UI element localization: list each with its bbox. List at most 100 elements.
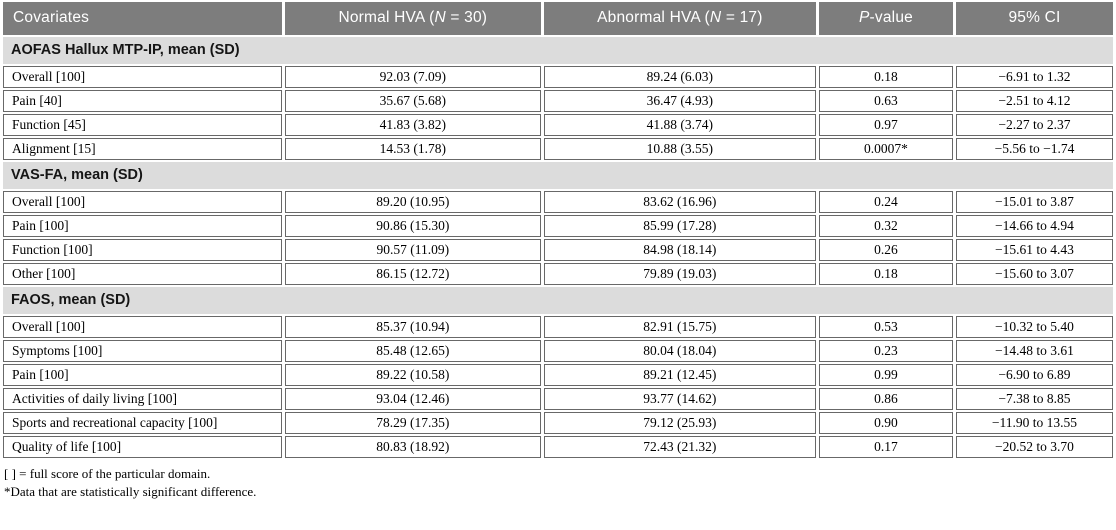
cell-normal: 85.48 (12.65): [284, 340, 541, 362]
cell-ci: −2.51 to 4.12: [955, 90, 1113, 112]
cell-p: 0.53: [819, 316, 953, 338]
cell-normal: 92.03 (7.09): [284, 66, 541, 88]
cell-normal: 41.83 (3.82): [284, 114, 541, 136]
column-header-normal: Normal HVA (N = 30): [284, 2, 541, 35]
table-row: Pain [100] 89.22 (10.58) 89.21 (12.45) 0.99…: [3, 364, 1113, 386]
footnote-significance: *Data that are statistically significant…: [4, 483, 257, 499]
cell-normal: 78.29 (17.35): [284, 412, 541, 434]
cell-covariate: Overall [100]: [3, 191, 282, 213]
cell-p: 0.24: [819, 191, 953, 213]
column-header-normal-text: N: [434, 9, 446, 26]
column-header-abnormal-text: N: [709, 9, 722, 26]
column-header-p-text: -value: [869, 9, 913, 26]
section-header-row: VAS-FA, mean (SD): [3, 162, 1113, 189]
cell-abnormal: 93.77 (14.62): [543, 388, 817, 410]
table-row: Pain [100] 90.86 (15.30) 85.99 (17.28) 0.32…: [3, 215, 1113, 237]
cell-ci: −11.90 to 13.55: [955, 412, 1113, 434]
column-header-normal-text: Normal HVA (: [338, 9, 435, 26]
table-row: Function [100] 90.57 (11.09) 84.98 (18.14)…: [3, 239, 1113, 261]
section-title: AOFAS Hallux MTP-IP, mean (SD): [3, 37, 1113, 64]
cell-ci: −14.66 to 4.94: [955, 215, 1113, 237]
table-row: Pain [40] 35.67 (5.68) 36.47 (4.93) 0.63 −2.…: [3, 90, 1113, 112]
section-title: FAOS, mean (SD): [3, 287, 1113, 314]
cell-p: 0.63: [819, 90, 953, 112]
results-table: Covariates Normal HVA (N = 30) Abnormal HV…: [3, 2, 1113, 458]
cell-covariate: Pain [40]: [3, 90, 282, 112]
cell-abnormal: 72.43 (21.32): [543, 436, 817, 458]
cell-p: 0.23: [819, 340, 953, 362]
cell-covariate: Function [45]: [3, 114, 282, 136]
cell-ci: −7.38 to 8.85: [955, 388, 1113, 410]
cell-abnormal: 82.91 (15.75): [543, 316, 817, 338]
cell-normal: 85.37 (10.94): [284, 316, 541, 338]
cell-normal: 93.04 (12.46): [284, 388, 541, 410]
column-header-abnormal-text: = 17): [721, 9, 763, 26]
cell-ci: −20.52 to 3.70: [955, 436, 1113, 458]
cell-p: 0.18: [819, 66, 953, 88]
cell-ci: −2.27 to 2.37: [955, 114, 1113, 136]
section-title: VAS-FA, mean (SD): [3, 162, 1113, 189]
cell-normal: 90.57 (11.09): [284, 239, 541, 261]
results-table-figure: Covariates Normal HVA (N = 30) Abnormal HV…: [0, 2, 1116, 506]
cell-abnormal: 80.04 (18.04): [543, 340, 817, 362]
cell-ci: −15.61 to 4.43: [955, 239, 1113, 261]
table-row: Symptoms [100] 85.48 (12.65) 80.04 (18.04)…: [3, 340, 1113, 362]
cell-p: 0.97: [819, 114, 953, 136]
cell-covariate: Overall [100]: [3, 316, 282, 338]
cell-p: 0.26: [819, 239, 953, 261]
cell-covariate: Alignment [15]: [3, 138, 282, 160]
table-row: Overall [100] 85.37 (10.94) 82.91 (15.75) 0…: [3, 316, 1113, 338]
cell-normal: 14.53 (1.78): [284, 138, 541, 160]
cell-abnormal: 89.24 (6.03): [543, 66, 817, 88]
cell-p: 0.99: [819, 364, 953, 386]
table-body: AOFAS Hallux MTP-IP, mean (SD) Overall [1…: [3, 37, 1113, 458]
cell-ci: −15.01 to 3.87: [955, 191, 1113, 213]
cell-abnormal: 79.12 (25.93): [543, 412, 817, 434]
cell-covariate: Pain [100]: [3, 215, 282, 237]
cell-p: 0.90: [819, 412, 953, 434]
cell-abnormal: 89.21 (12.45): [543, 364, 817, 386]
cell-normal: 89.20 (10.95): [284, 191, 541, 213]
cell-p: 0.32: [819, 215, 953, 237]
table-row: Quality of life [100] 80.83 (18.92) 72.43 …: [3, 436, 1113, 458]
column-header-abnormal-text: Abnormal HVA (: [597, 9, 710, 26]
table-footnotes: [ ] = full score of the particular domai…: [0, 460, 1116, 506]
table-row: Activities of daily living [100] 93.04 (1…: [3, 388, 1113, 410]
cell-covariate: Activities of daily living [100]: [3, 388, 282, 410]
table-row: Other [100] 86.15 (12.72) 79.89 (19.03) 0.1…: [3, 263, 1113, 285]
column-header-covariate: Covariates: [3, 2, 282, 35]
cell-covariate: Pain [100]: [3, 364, 282, 386]
column-header-p-text: P: [859, 9, 870, 26]
cell-normal: 89.22 (10.58): [284, 364, 541, 386]
cell-p: 0.17: [819, 436, 953, 458]
cell-abnormal: 84.98 (18.14): [543, 239, 817, 261]
table-row: Function [45] 41.83 (3.82) 41.88 (3.74) 0.9…: [3, 114, 1113, 136]
cell-covariate: Sports and recreational capacity [100]: [3, 412, 282, 434]
cell-abnormal: 85.99 (17.28): [543, 215, 817, 237]
cell-normal: 35.67 (5.68): [284, 90, 541, 112]
section-header-row: AOFAS Hallux MTP-IP, mean (SD): [3, 37, 1113, 64]
column-header-normal-text: = 30): [445, 9, 488, 26]
cell-abnormal: 36.47 (4.93): [543, 90, 817, 112]
cell-normal: 90.86 (15.30): [284, 215, 541, 237]
cell-ci: −6.91 to 1.32: [955, 66, 1113, 88]
cell-p: 0.86: [819, 388, 953, 410]
table-row: Sports and recreational capacity [100] 78…: [3, 412, 1113, 434]
column-header-p: P-value: [819, 2, 953, 35]
column-header-ci: 95% CI: [955, 2, 1113, 35]
cell-normal: 86.15 (12.72): [284, 263, 541, 285]
cell-abnormal: 83.62 (16.96): [543, 191, 817, 213]
cell-abnormal: 10.88 (3.55): [543, 138, 817, 160]
cell-abnormal: 41.88 (3.74): [543, 114, 817, 136]
footnote-full-score: [ ] = full score of the particular domai…: [4, 466, 211, 481]
cell-p: 0.18: [819, 263, 953, 285]
cell-ci: −14.48 to 3.61: [955, 340, 1113, 362]
column-header-abnormal: Abnormal HVA (N = 17): [543, 2, 817, 35]
cell-covariate: Symptoms [100]: [3, 340, 282, 362]
table-row: Alignment [15] 14.53 (1.78) 10.88 (3.55) 0.…: [3, 138, 1113, 160]
cell-covariate: Overall [100]: [3, 66, 282, 88]
cell-p: 0.0007*: [819, 138, 953, 160]
cell-ci: −6.90 to 6.89: [955, 364, 1113, 386]
table-row: Overall [100] 92.03 (7.09) 89.24 (6.03) 0.1…: [3, 66, 1113, 88]
cell-covariate: Function [100]: [3, 239, 282, 261]
